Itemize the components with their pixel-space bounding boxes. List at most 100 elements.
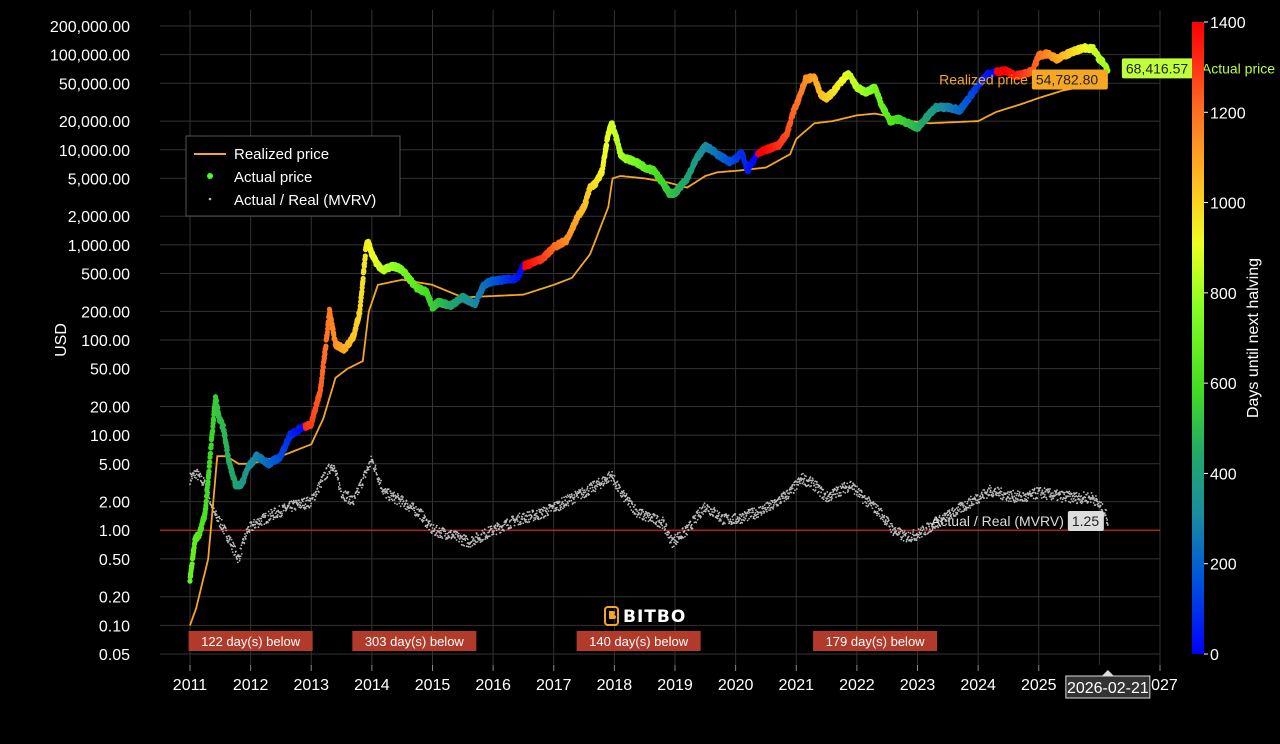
mvrv-point <box>1105 517 1108 520</box>
mvrv-point <box>324 472 327 474</box>
mvrv-point <box>606 477 609 480</box>
mvrv-point <box>278 505 281 507</box>
mvrv-point <box>1092 496 1094 498</box>
mvrv-point <box>937 522 940 525</box>
mvrv-point <box>642 515 645 518</box>
mvrv-point <box>373 470 376 472</box>
mvrv-point <box>812 482 815 485</box>
mvrv-point <box>429 520 431 522</box>
x-tick-label: 2018 <box>597 677 633 694</box>
mvrv-point <box>990 486 992 489</box>
mvrv-point <box>672 537 675 540</box>
mvrv-point <box>244 538 247 540</box>
mvrv-point <box>238 555 241 558</box>
mvrv-point <box>977 498 980 501</box>
mvrv-point <box>906 538 909 540</box>
mvrv-point <box>769 507 772 509</box>
mvrv-point <box>970 500 973 503</box>
mvrv-point <box>597 477 600 480</box>
mvrv-point <box>311 496 314 499</box>
x-tick-label: 2017 <box>536 677 572 694</box>
mvrv-point <box>955 507 958 510</box>
mvrv-point <box>969 495 972 498</box>
mvrv-point <box>516 520 519 523</box>
mvrv-point <box>796 481 799 484</box>
mvrv-point <box>423 514 426 517</box>
mvrv-point <box>1089 498 1092 501</box>
mvrv-point <box>968 497 970 500</box>
mvrv-point <box>460 543 463 546</box>
mvrv-point <box>848 485 851 487</box>
mvrv-point <box>842 490 845 493</box>
mvrv-point <box>444 532 447 535</box>
y-tick-label: 500.00 <box>81 267 130 284</box>
mvrv-point <box>736 516 739 518</box>
mvrv-point <box>810 485 813 487</box>
mvrv-point <box>596 485 599 488</box>
mvrv-point <box>362 477 365 480</box>
x-tick-label: 2015 <box>415 677 451 694</box>
mvrv-point <box>321 479 324 482</box>
mvrv-point <box>611 470 613 473</box>
mvrv-point <box>626 498 629 501</box>
mvrv-point <box>948 510 950 513</box>
mvrv-point <box>886 522 888 525</box>
mvrv-point <box>846 482 849 485</box>
mvrv-point <box>506 518 509 521</box>
mvrv-point <box>345 500 347 502</box>
mvrv-point <box>410 507 413 510</box>
mvrv-point <box>642 510 645 513</box>
mvrv-point <box>803 477 806 480</box>
mvrv-point <box>189 472 192 475</box>
mvrv-point <box>486 537 489 540</box>
actual-price-point <box>205 479 211 485</box>
mvrv-point <box>546 512 549 515</box>
mvrv-point <box>397 496 400 499</box>
mvrv-point <box>743 519 746 522</box>
mvrv-point <box>961 504 964 506</box>
mvrv-point <box>484 538 487 541</box>
mvrv-point <box>962 506 965 508</box>
mvrv-point <box>534 516 537 519</box>
mvrv-point <box>623 492 626 495</box>
mvrv-point <box>1082 491 1085 493</box>
mvrv-point <box>396 493 399 495</box>
mvrv-point <box>912 529 915 531</box>
mvrv-point <box>831 497 833 500</box>
mvrv-point <box>1032 497 1035 500</box>
mvrv-point <box>1069 495 1071 498</box>
mvrv-point <box>575 492 577 495</box>
mvrv-point <box>1002 494 1004 497</box>
mvrv-point <box>1052 497 1055 500</box>
mvrv-point <box>346 496 348 499</box>
mvrv-point <box>421 518 424 521</box>
mvrv-point <box>893 527 895 530</box>
mvrv-point <box>414 511 417 514</box>
mvrv-point <box>641 508 644 511</box>
mvrv-point <box>483 532 486 535</box>
mvrv-point <box>952 512 954 515</box>
mvrv-point <box>606 478 608 481</box>
actual-price-point <box>361 268 367 275</box>
mvrv-point <box>626 496 629 499</box>
mvrv-point <box>475 541 478 544</box>
mvrv-point <box>606 474 609 476</box>
mvrv-point <box>686 533 689 536</box>
mvrv-point <box>361 484 364 487</box>
y-tick-label: 20,000.00 <box>59 114 130 131</box>
mvrv-point <box>676 535 678 538</box>
mvrv-point <box>837 486 840 489</box>
mvrv-point <box>498 528 501 530</box>
mvrv-point <box>714 509 717 512</box>
mvrv-point <box>218 525 221 527</box>
mvrv-point <box>839 491 842 494</box>
mvrv-point <box>573 493 576 496</box>
mvrv-point <box>1101 509 1104 512</box>
mvrv-point <box>333 467 336 469</box>
mvrv-point <box>1081 500 1084 503</box>
mvrv-point <box>843 481 846 484</box>
mvrv-point <box>567 495 570 498</box>
mvrv-point <box>393 491 396 494</box>
mvrv-point <box>611 474 614 477</box>
mvrv-point <box>911 538 914 541</box>
